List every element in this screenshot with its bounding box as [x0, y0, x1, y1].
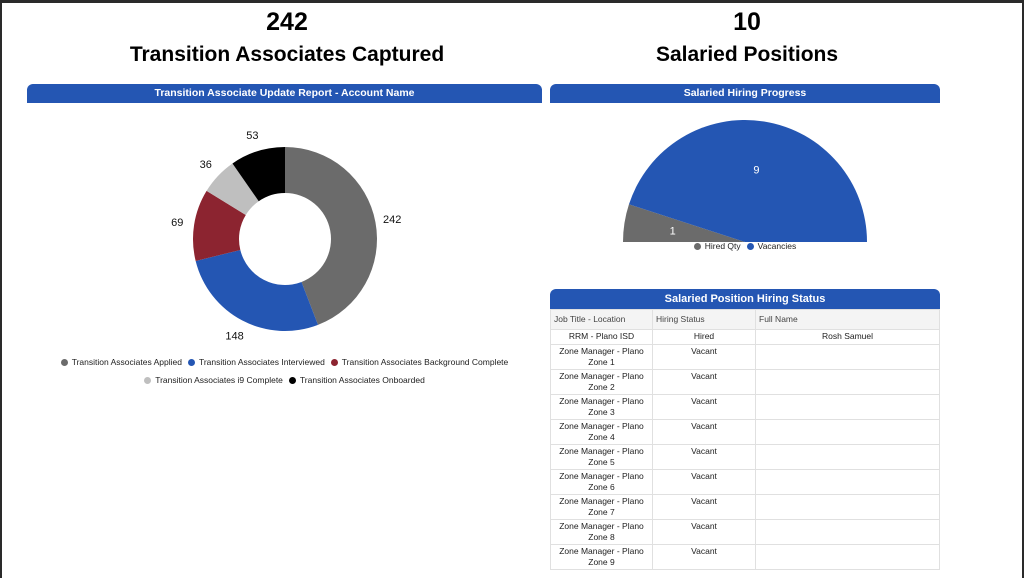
table-row[interactable]: Zone Manager - Plano Zone 6 Vacant [550, 469, 940, 495]
legend-item[interactable]: Transition Associates Onboarded [288, 371, 425, 389]
table-row[interactable]: Zone Manager - Plano Zone 2 Vacant [550, 369, 940, 395]
cell-full-name [755, 469, 940, 495]
cell-job-title: RRM - Plano ISD [550, 329, 653, 345]
cell-hiring-status: Hired [652, 329, 756, 345]
cell-hiring-status: Vacant [652, 444, 756, 470]
cell-job-title: Zone Manager - Plano Zone 1 [550, 344, 653, 370]
cell-job-title: Zone Manager - Plano Zone 3 [550, 394, 653, 420]
cell-job-title: Zone Manager - Plano Zone 6 [550, 469, 653, 495]
legend-item[interactable]: Transition Associates i9 Complete [144, 371, 283, 389]
cell-hiring-status: Vacant [652, 494, 756, 520]
table-row[interactable]: Zone Manager - Plano Zone 9 Vacant [550, 544, 940, 570]
donut-data-label: 53 [246, 130, 258, 142]
legend-label: Vacancies [757, 241, 797, 251]
cell-hiring-status: Vacant [652, 544, 756, 570]
table-row[interactable]: RRM - Plano ISD Hired Rosh Samuel [550, 329, 940, 345]
legend-item[interactable]: Vacancies [746, 237, 797, 255]
col-header-name[interactable]: Full Name [755, 309, 940, 330]
gauge-legend: Hired Qty Vacancies [550, 237, 940, 255]
cell-full-name [755, 519, 940, 545]
table-row[interactable]: Zone Manager - Plano Zone 3 Vacant [550, 394, 940, 420]
cell-hiring-status: Vacant [652, 519, 756, 545]
cell-hiring-status: Vacant [652, 394, 756, 420]
legend-swatch [60, 358, 68, 366]
cell-full-name [755, 369, 940, 395]
legend-swatch [288, 376, 296, 384]
legend-label: Transition Associates Applied [71, 357, 182, 367]
cell-job-title: Zone Manager - Plano Zone 5 [550, 444, 653, 470]
legend-swatch [693, 242, 701, 250]
kpi-label: Salaried Positions [655, 43, 839, 66]
cell-full-name [755, 444, 940, 470]
gauge-chart-title: Salaried Hiring Progress [550, 84, 940, 103]
cell-full-name [755, 419, 940, 445]
cell-job-title: Zone Manager - Plano Zone 9 [550, 544, 653, 570]
kpi-associates-captured: 242 Transition Associates Captured [82, 8, 492, 68]
donut-slice[interactable] [232, 147, 285, 202]
legend-item[interactable]: Transition Associates Background Complet… [330, 353, 509, 371]
legend-label: Transition Associates i9 Complete [155, 375, 283, 385]
legend-swatch [187, 358, 195, 366]
donut-slice[interactable] [195, 249, 319, 332]
cell-hiring-status: Vacant [652, 344, 756, 370]
legend-label: Hired Qty [704, 241, 741, 251]
table-row[interactable]: Zone Manager - Plano Zone 8 Vacant [550, 519, 940, 545]
donut-slice[interactable] [206, 163, 259, 215]
legend-swatch [330, 358, 338, 366]
table-row[interactable]: Zone Manager - Plano Zone 7 Vacant [550, 494, 940, 520]
donut-data-label: 69 [171, 217, 183, 229]
legend-label: Transition Associates Interviewed [198, 357, 325, 367]
gauge-slice[interactable] [623, 204, 745, 242]
donut-slice[interactable] [193, 190, 246, 261]
kpi-salaried-positions: 10 Salaried Positions [542, 8, 952, 68]
cell-hiring-status: Vacant [652, 369, 756, 395]
table-row[interactable]: Zone Manager - Plano Zone 1 Vacant [550, 344, 940, 370]
cell-job-title: Zone Manager - Plano Zone 8 [550, 519, 653, 545]
gauge-slice[interactable] [628, 120, 867, 242]
legend-label: Transition Associates Onboarded [299, 375, 425, 385]
gauge-data-label: 1 [670, 226, 676, 238]
col-header-job[interactable]: Job Title - Location [550, 309, 653, 330]
legend-label: Transition Associates Background Complet… [341, 357, 509, 367]
donut-data-label: 242 [383, 214, 401, 226]
cell-full-name [755, 394, 940, 420]
legend-item[interactable]: Transition Associates Applied [60, 353, 182, 371]
donut-data-label: 36 [200, 159, 212, 171]
charts-canvas: 242 148 69 36 53 1 9 [171, 120, 867, 343]
legend-swatch [746, 242, 754, 250]
legend-item[interactable]: Transition Associates Interviewed [187, 353, 325, 371]
hiring-status-table: Job Title - Location Hiring Status Full … [550, 309, 940, 570]
cell-job-title: Zone Manager - Plano Zone 2 [550, 369, 653, 395]
donut-data-label: 148 [225, 331, 243, 343]
cell-job-title: Zone Manager - Plano Zone 7 [550, 494, 653, 520]
donut-chart-title: Transition Associate Update Report - Acc… [27, 84, 542, 103]
legend-swatch [144, 376, 152, 384]
legend-item[interactable]: Hired Qty [693, 237, 741, 255]
cell-full-name [755, 544, 940, 570]
col-header-status[interactable]: Hiring Status [652, 309, 756, 330]
kpi-label: Transition Associates Captured [129, 43, 445, 66]
kpi-value: 10 [733, 8, 761, 36]
table-row[interactable]: Zone Manager - Plano Zone 5 Vacant [550, 444, 940, 470]
cell-hiring-status: Vacant [652, 469, 756, 495]
donut-legend: Transition Associates Applied Transition … [27, 353, 542, 389]
kpi-value: 242 [266, 8, 308, 36]
table-row[interactable]: Zone Manager - Plano Zone 4 Vacant [550, 419, 940, 445]
cell-full-name [755, 494, 940, 520]
cell-job-title: Zone Manager - Plano Zone 4 [550, 419, 653, 445]
gauge-data-label: 9 [753, 165, 759, 177]
cell-full-name: Rosh Samuel [755, 329, 940, 345]
donut-slice[interactable] [285, 147, 378, 325]
cell-hiring-status: Vacant [652, 419, 756, 445]
table-title: Salaried Position Hiring Status [550, 289, 940, 309]
cell-full-name [755, 344, 940, 370]
